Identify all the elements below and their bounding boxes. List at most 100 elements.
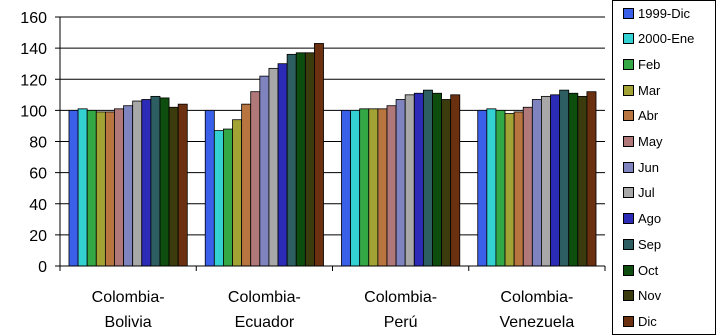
bar: [541, 95, 551, 267]
bar: [86, 109, 97, 267]
bar: [359, 108, 370, 267]
bar: [104, 111, 115, 267]
y-tick-label: 80: [29, 135, 47, 152]
legend-item: Ago: [623, 211, 661, 227]
bar: [513, 111, 524, 267]
legend-label: May: [638, 134, 663, 149]
legend-item: Dic: [623, 313, 657, 329]
bar: [213, 130, 224, 267]
bar: [77, 108, 88, 267]
legend-label: Ago: [638, 211, 662, 227]
bar: [504, 113, 515, 267]
bar: [304, 52, 315, 267]
bar: [522, 106, 533, 267]
y-tick-label: 20: [29, 228, 47, 245]
bar: [268, 67, 279, 267]
legend-item: Feb: [623, 56, 660, 72]
y-tick-label: 160: [20, 10, 47, 27]
bar: [277, 63, 288, 267]
legend-item: 1999-Dic: [623, 5, 690, 21]
bar: [477, 109, 488, 267]
bar: [350, 109, 361, 267]
legend-item: Jun: [623, 159, 659, 175]
bar: [395, 99, 406, 267]
legend-swatch: [623, 110, 634, 122]
axes: 0 20 40 60 80 100 120 140 160 Colombia- Bolivia Col…: [20, 10, 606, 331]
legend-swatch: [623, 161, 634, 173]
legend-item: Nov: [623, 288, 661, 304]
legend-swatch: [623, 84, 634, 96]
legend-swatch: [623, 58, 634, 70]
bar: [413, 92, 424, 267]
bar: [432, 92, 442, 267]
x-tick-label: Colombia-: [364, 289, 437, 306]
bar: [531, 99, 542, 267]
bar: [168, 106, 179, 267]
legend-label: Abr: [638, 108, 659, 124]
bar: [450, 94, 461, 267]
x-tick-label: Bolivia: [105, 314, 152, 331]
bar: [232, 119, 243, 267]
legend-item: Oct: [623, 262, 658, 278]
legend-swatch: [623, 7, 634, 19]
bar: [223, 128, 233, 267]
legend-swatch: [623, 213, 634, 225]
bar: [586, 91, 597, 267]
x-tick-label: Venezuela: [500, 314, 575, 331]
legend-item: Jul: [623, 185, 655, 201]
bar: [550, 94, 561, 267]
bar: [250, 91, 261, 267]
legend-item: May: [623, 134, 663, 150]
legend: 1999-Dic 2000-Ene Feb Mar Abr May Jun Jul Ago Sep…: [612, 0, 716, 335]
bar: [559, 89, 570, 267]
bar: [404, 94, 415, 267]
legend-item: Sep: [623, 236, 661, 252]
y-tick-label: 140: [20, 41, 47, 58]
bar: [441, 99, 452, 267]
x-tick-label: Ecuador: [235, 314, 295, 331]
legend-swatch: [623, 136, 634, 147]
legend-swatch: [623, 238, 634, 250]
bar: [486, 108, 497, 267]
bar: [286, 53, 297, 267]
legend-label: Sep: [638, 236, 662, 252]
bar: [377, 108, 388, 267]
bar: [68, 109, 79, 267]
bar: [150, 95, 161, 267]
bar: [577, 95, 588, 267]
y-tick-label: 60: [29, 166, 47, 183]
bar: [95, 111, 106, 267]
legend-label: Jul: [638, 185, 655, 201]
bar: [141, 99, 152, 267]
legend-swatch: [623, 264, 634, 276]
bar: [259, 75, 270, 267]
bar: [368, 108, 379, 267]
bar: [123, 105, 134, 267]
bar: [495, 109, 506, 267]
bar: [241, 103, 252, 267]
legend-label: Jun: [638, 159, 659, 175]
bar: [314, 43, 324, 267]
x-tick-label: Colombia-: [500, 289, 573, 306]
x-tick-label: Colombia-: [228, 289, 301, 306]
bar: [132, 100, 143, 267]
bars: [68, 43, 597, 267]
bar: [159, 97, 170, 267]
bar: [386, 105, 397, 267]
bar: [341, 109, 351, 267]
legend-label: Mar: [638, 82, 661, 98]
bar: [204, 109, 215, 267]
legend-item: 2000-Ene: [623, 31, 694, 47]
y-tick-label: 40: [29, 197, 47, 214]
bar: [177, 103, 188, 267]
bar: [114, 108, 124, 267]
y-tick-label: 100: [20, 103, 47, 120]
bar: [295, 52, 306, 267]
legend-item: Abr: [623, 108, 658, 124]
legend-swatch: [623, 315, 634, 327]
x-tick-label: Colombia-: [92, 289, 165, 306]
y-tick-label: 0: [38, 259, 47, 276]
legend-item: Mar: [623, 82, 660, 98]
y-tick-label: 120: [20, 72, 47, 89]
